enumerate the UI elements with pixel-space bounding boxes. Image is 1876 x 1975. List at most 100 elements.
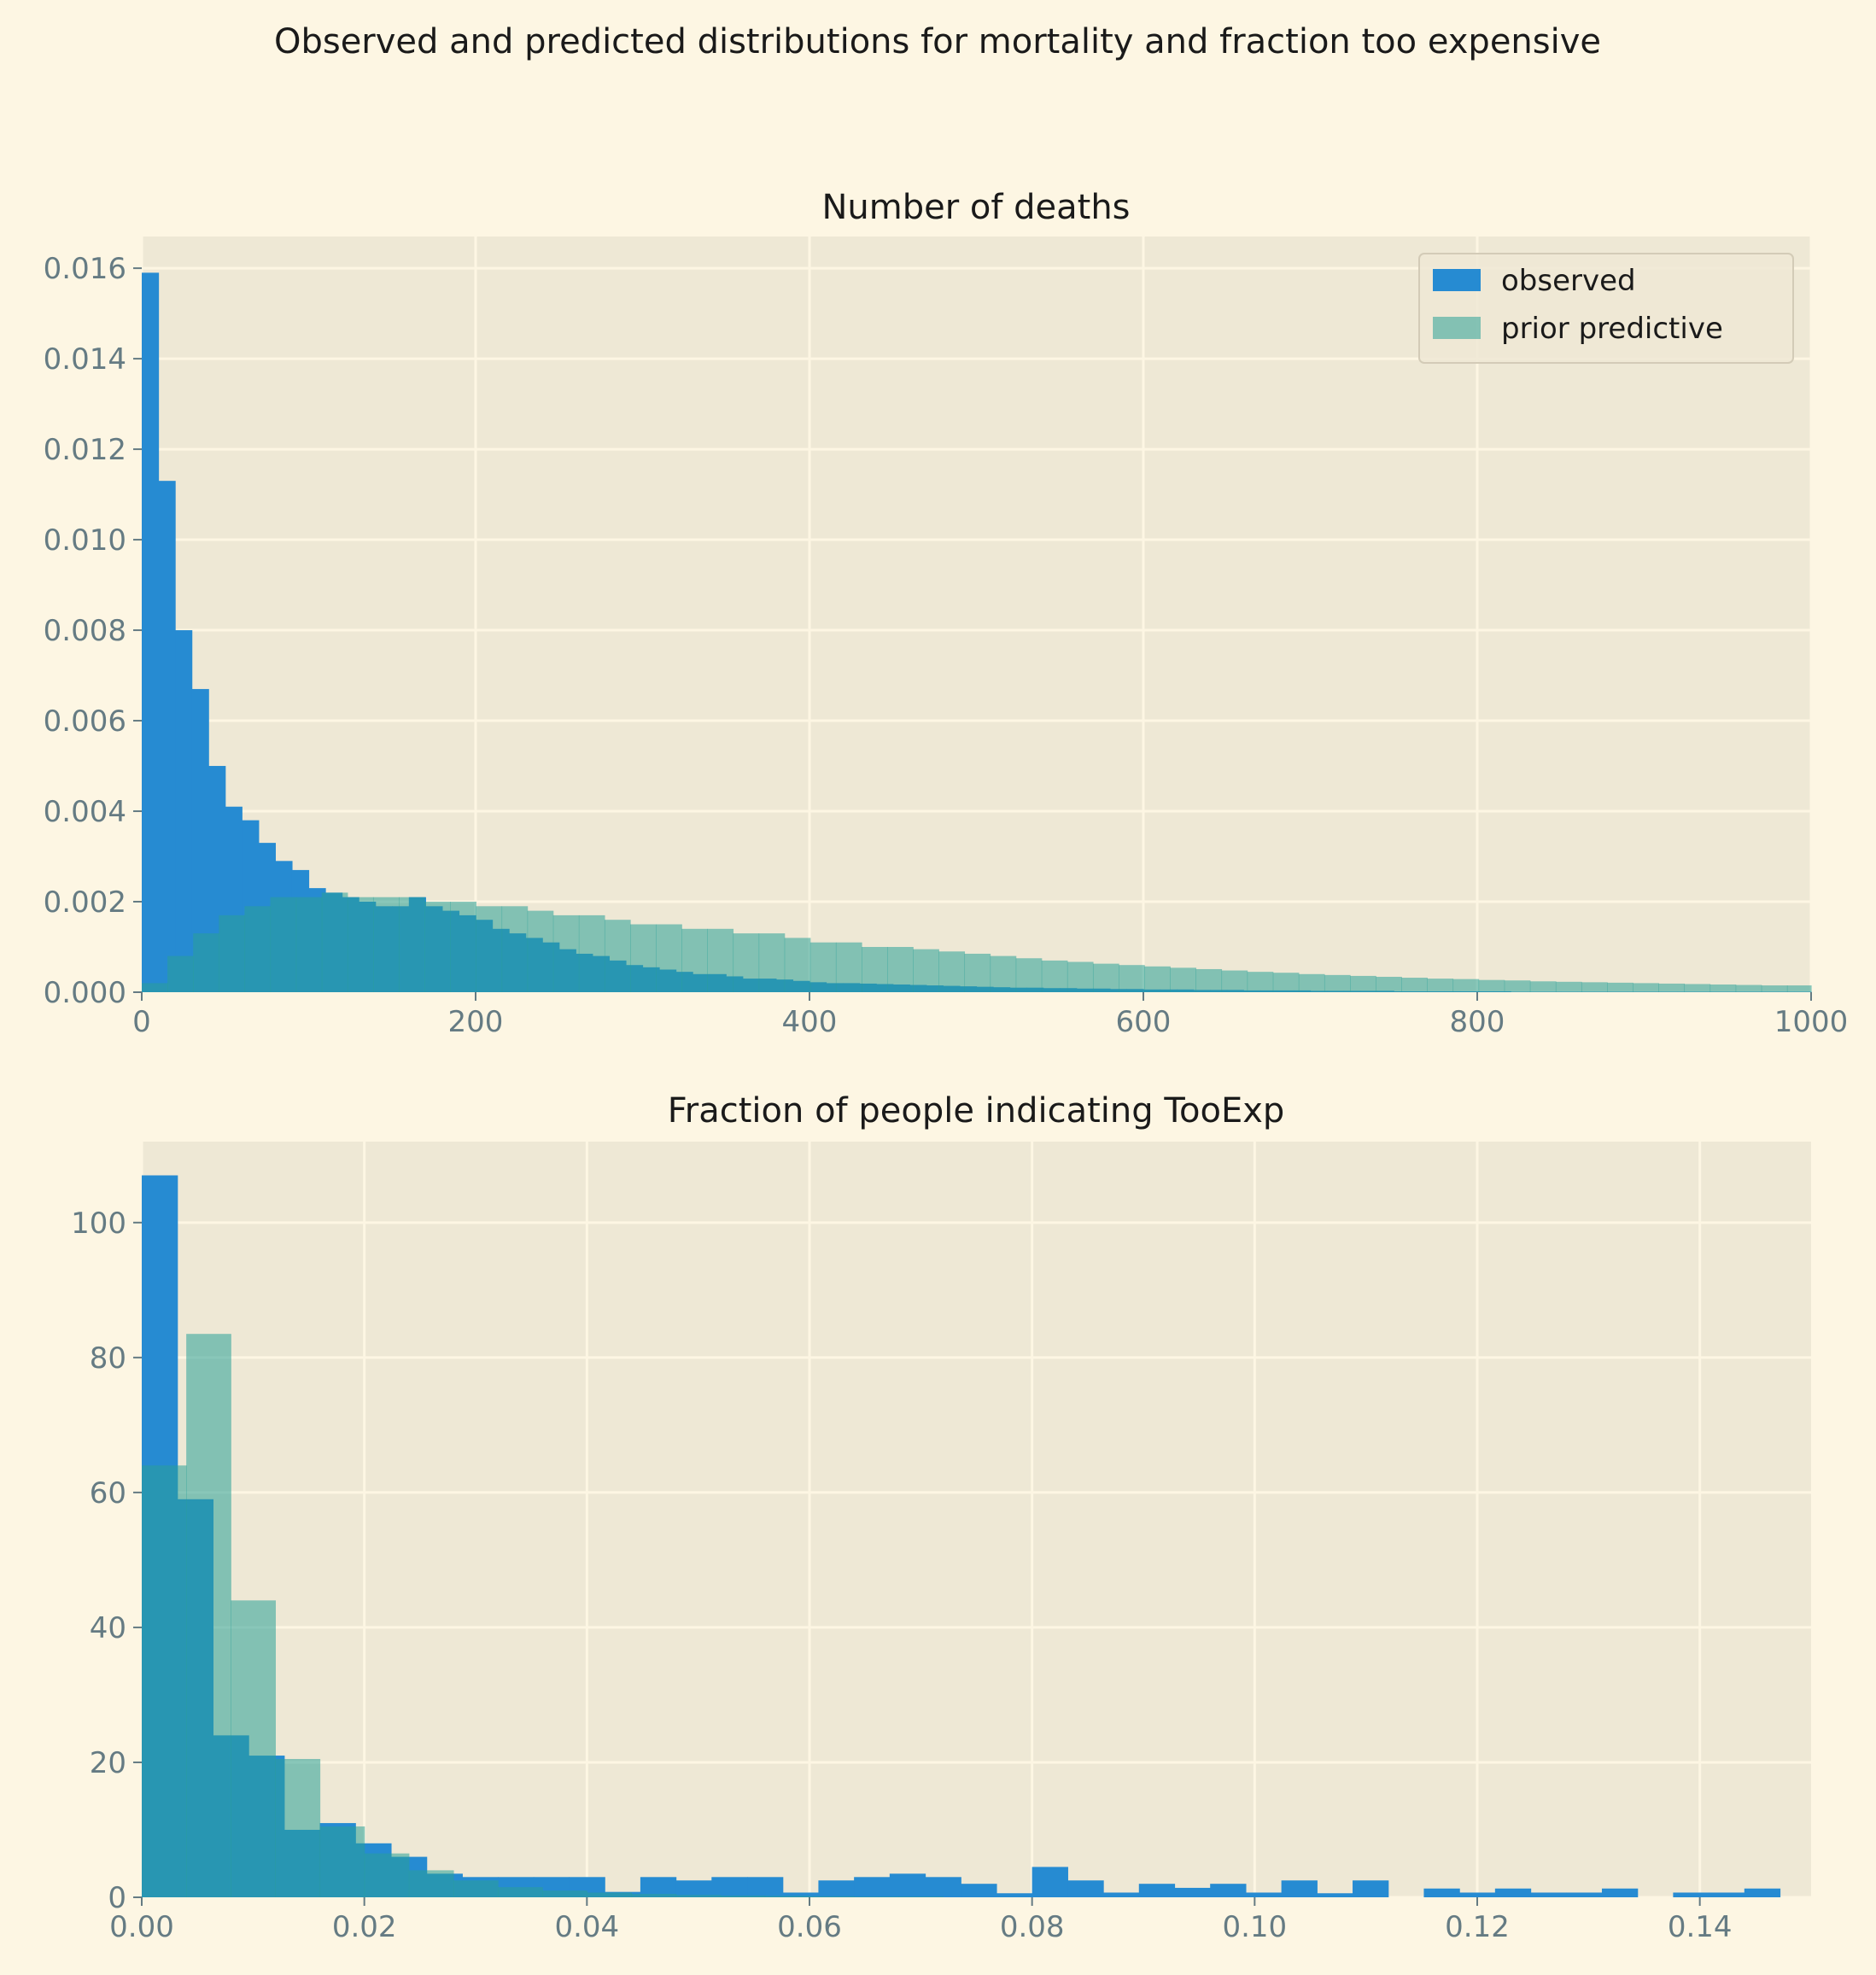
bar-observed bbox=[1103, 1892, 1140, 1897]
bar-prior-predictive bbox=[552, 914, 580, 992]
bar-prior-predictive bbox=[319, 1826, 365, 1897]
bar-observed bbox=[782, 1892, 820, 1897]
bar-prior-predictive bbox=[244, 906, 272, 992]
bar-prior-predictive bbox=[1350, 975, 1376, 992]
bar-observed bbox=[889, 1873, 926, 1897]
bar-prior-predictive bbox=[1324, 974, 1351, 992]
bar-prior-predictive bbox=[1427, 979, 1454, 992]
bar-prior-predictive bbox=[542, 1890, 587, 1897]
bar-prior-predictive bbox=[758, 933, 786, 992]
bar-prior-predictive bbox=[1607, 982, 1633, 992]
bar-prior-predictive bbox=[1272, 973, 1300, 992]
legend-frame bbox=[1418, 253, 1794, 364]
bar-prior-predictive bbox=[1298, 973, 1325, 992]
bar-prior-predictive bbox=[275, 1759, 321, 1897]
x-tick-label: 400 bbox=[782, 1005, 838, 1039]
bar-observed bbox=[1138, 1884, 1176, 1897]
x-tick-label: 0.08 bbox=[1000, 1910, 1065, 1944]
bar-observed bbox=[1459, 1892, 1496, 1897]
y-tick-label: 0.008 bbox=[44, 614, 126, 648]
bar-prior-predictive bbox=[854, 1896, 899, 1897]
x-tick-label: 0.04 bbox=[554, 1910, 619, 1944]
y-tick-label: 60 bbox=[90, 1476, 126, 1510]
axes-number-of-deaths: Number of deaths 0 200 400 600 800 1000 0.000 0… bbox=[44, 188, 1849, 1039]
y-tick-label: 80 bbox=[90, 1341, 126, 1376]
y-tick-label: 0.014 bbox=[44, 342, 126, 377]
x-tick-label: 800 bbox=[1450, 1005, 1505, 1039]
bar-prior-predictive bbox=[964, 953, 991, 992]
y-tick-label: 0 bbox=[108, 1881, 126, 1915]
bar-prior-predictive bbox=[501, 906, 529, 992]
x-tick-label: 0.14 bbox=[1668, 1910, 1733, 1944]
bar-prior-predictive bbox=[809, 1896, 855, 1897]
bar-prior-predictive bbox=[1581, 982, 1608, 992]
bar-observed bbox=[1174, 1887, 1211, 1897]
bar-prior-predictive bbox=[219, 914, 246, 992]
y-tick-label: 0.000 bbox=[44, 976, 126, 1010]
bar-observed bbox=[1709, 1892, 1745, 1897]
bar-prior-predictive bbox=[186, 1334, 231, 1897]
bar-prior-predictive bbox=[142, 983, 168, 992]
bar-observed bbox=[675, 1880, 712, 1897]
bar-observed bbox=[158, 481, 176, 992]
bar-prior-predictive bbox=[1504, 980, 1531, 992]
bar-prior-predictive bbox=[1761, 985, 1788, 992]
bar-prior-predictive bbox=[372, 897, 400, 992]
x-tick-label: 1000 bbox=[1774, 1005, 1849, 1039]
x-tick-label: 600 bbox=[1116, 1005, 1172, 1039]
bar-prior-predictive bbox=[295, 897, 323, 992]
y-tick-label: 0.012 bbox=[44, 433, 126, 467]
bar-observed bbox=[1245, 1892, 1283, 1897]
y-tick-label: 20 bbox=[90, 1746, 126, 1780]
bar-prior-predictive bbox=[1452, 979, 1480, 992]
bar-prior-predictive bbox=[1015, 958, 1043, 992]
bar-prior-predictive bbox=[887, 947, 914, 992]
bar-observed bbox=[175, 630, 193, 992]
legend-label-observed: observed bbox=[1501, 264, 1636, 298]
bar-prior-predictive bbox=[453, 1880, 499, 1897]
bar-prior-predictive bbox=[1144, 966, 1171, 992]
bar-prior-predictive bbox=[631, 1894, 677, 1897]
bar-observed bbox=[854, 1877, 891, 1897]
bar-prior-predictive bbox=[707, 928, 734, 992]
bar-prior-predictive bbox=[1092, 963, 1119, 992]
bar-prior-predictive bbox=[408, 1870, 454, 1897]
axes-fraction-tooexp: Fraction of people indicating TooExp 0.0… bbox=[71, 1091, 1811, 1944]
bar-prior-predictive bbox=[784, 938, 811, 992]
bar-prior-predictive bbox=[167, 955, 194, 992]
bar-prior-predictive bbox=[604, 920, 631, 992]
bar-observed bbox=[1210, 1884, 1247, 1897]
axes-title-number-of-deaths: Number of deaths bbox=[821, 188, 1130, 227]
bar-prior-predictive bbox=[720, 1896, 766, 1897]
bar-prior-predictive bbox=[1658, 983, 1686, 992]
histogram-bars bbox=[142, 272, 1812, 992]
bar-prior-predictive bbox=[142, 1465, 187, 1897]
bar-observed bbox=[1423, 1888, 1460, 1897]
bar-prior-predictive bbox=[656, 924, 682, 992]
bar-prior-predictive bbox=[1067, 961, 1094, 992]
bar-prior-predictive bbox=[450, 902, 476, 992]
bar-observed bbox=[191, 688, 209, 992]
bar-observed bbox=[747, 1877, 784, 1897]
bar-prior-predictive bbox=[733, 933, 760, 992]
bar-observed bbox=[996, 1893, 1033, 1897]
bar-observed bbox=[1601, 1888, 1639, 1897]
bar-observed bbox=[1353, 1880, 1389, 1897]
bar-prior-predictive bbox=[399, 897, 425, 992]
bar-prior-predictive bbox=[1170, 967, 1196, 992]
bar-prior-predictive bbox=[476, 906, 503, 992]
bar-prior-predictive bbox=[1633, 983, 1659, 992]
bar-prior-predictive bbox=[1709, 984, 1737, 992]
bar-observed bbox=[640, 1877, 677, 1897]
y-tick-label: 100 bbox=[71, 1207, 126, 1241]
y-tick-label: 0.002 bbox=[44, 885, 126, 920]
bar-prior-predictive bbox=[587, 1892, 633, 1897]
bar-prior-predictive bbox=[938, 951, 966, 992]
bar-prior-predictive bbox=[898, 1896, 944, 1897]
x-tick-label: 0 bbox=[132, 1005, 151, 1039]
figure-suptitle: Observed and predicted distributions for… bbox=[274, 22, 1601, 61]
bar-prior-predictive bbox=[1195, 968, 1223, 992]
bar-prior-predictive bbox=[1041, 960, 1068, 992]
x-tick-label: 0.00 bbox=[109, 1910, 174, 1944]
x-tick-label: 200 bbox=[448, 1005, 504, 1039]
